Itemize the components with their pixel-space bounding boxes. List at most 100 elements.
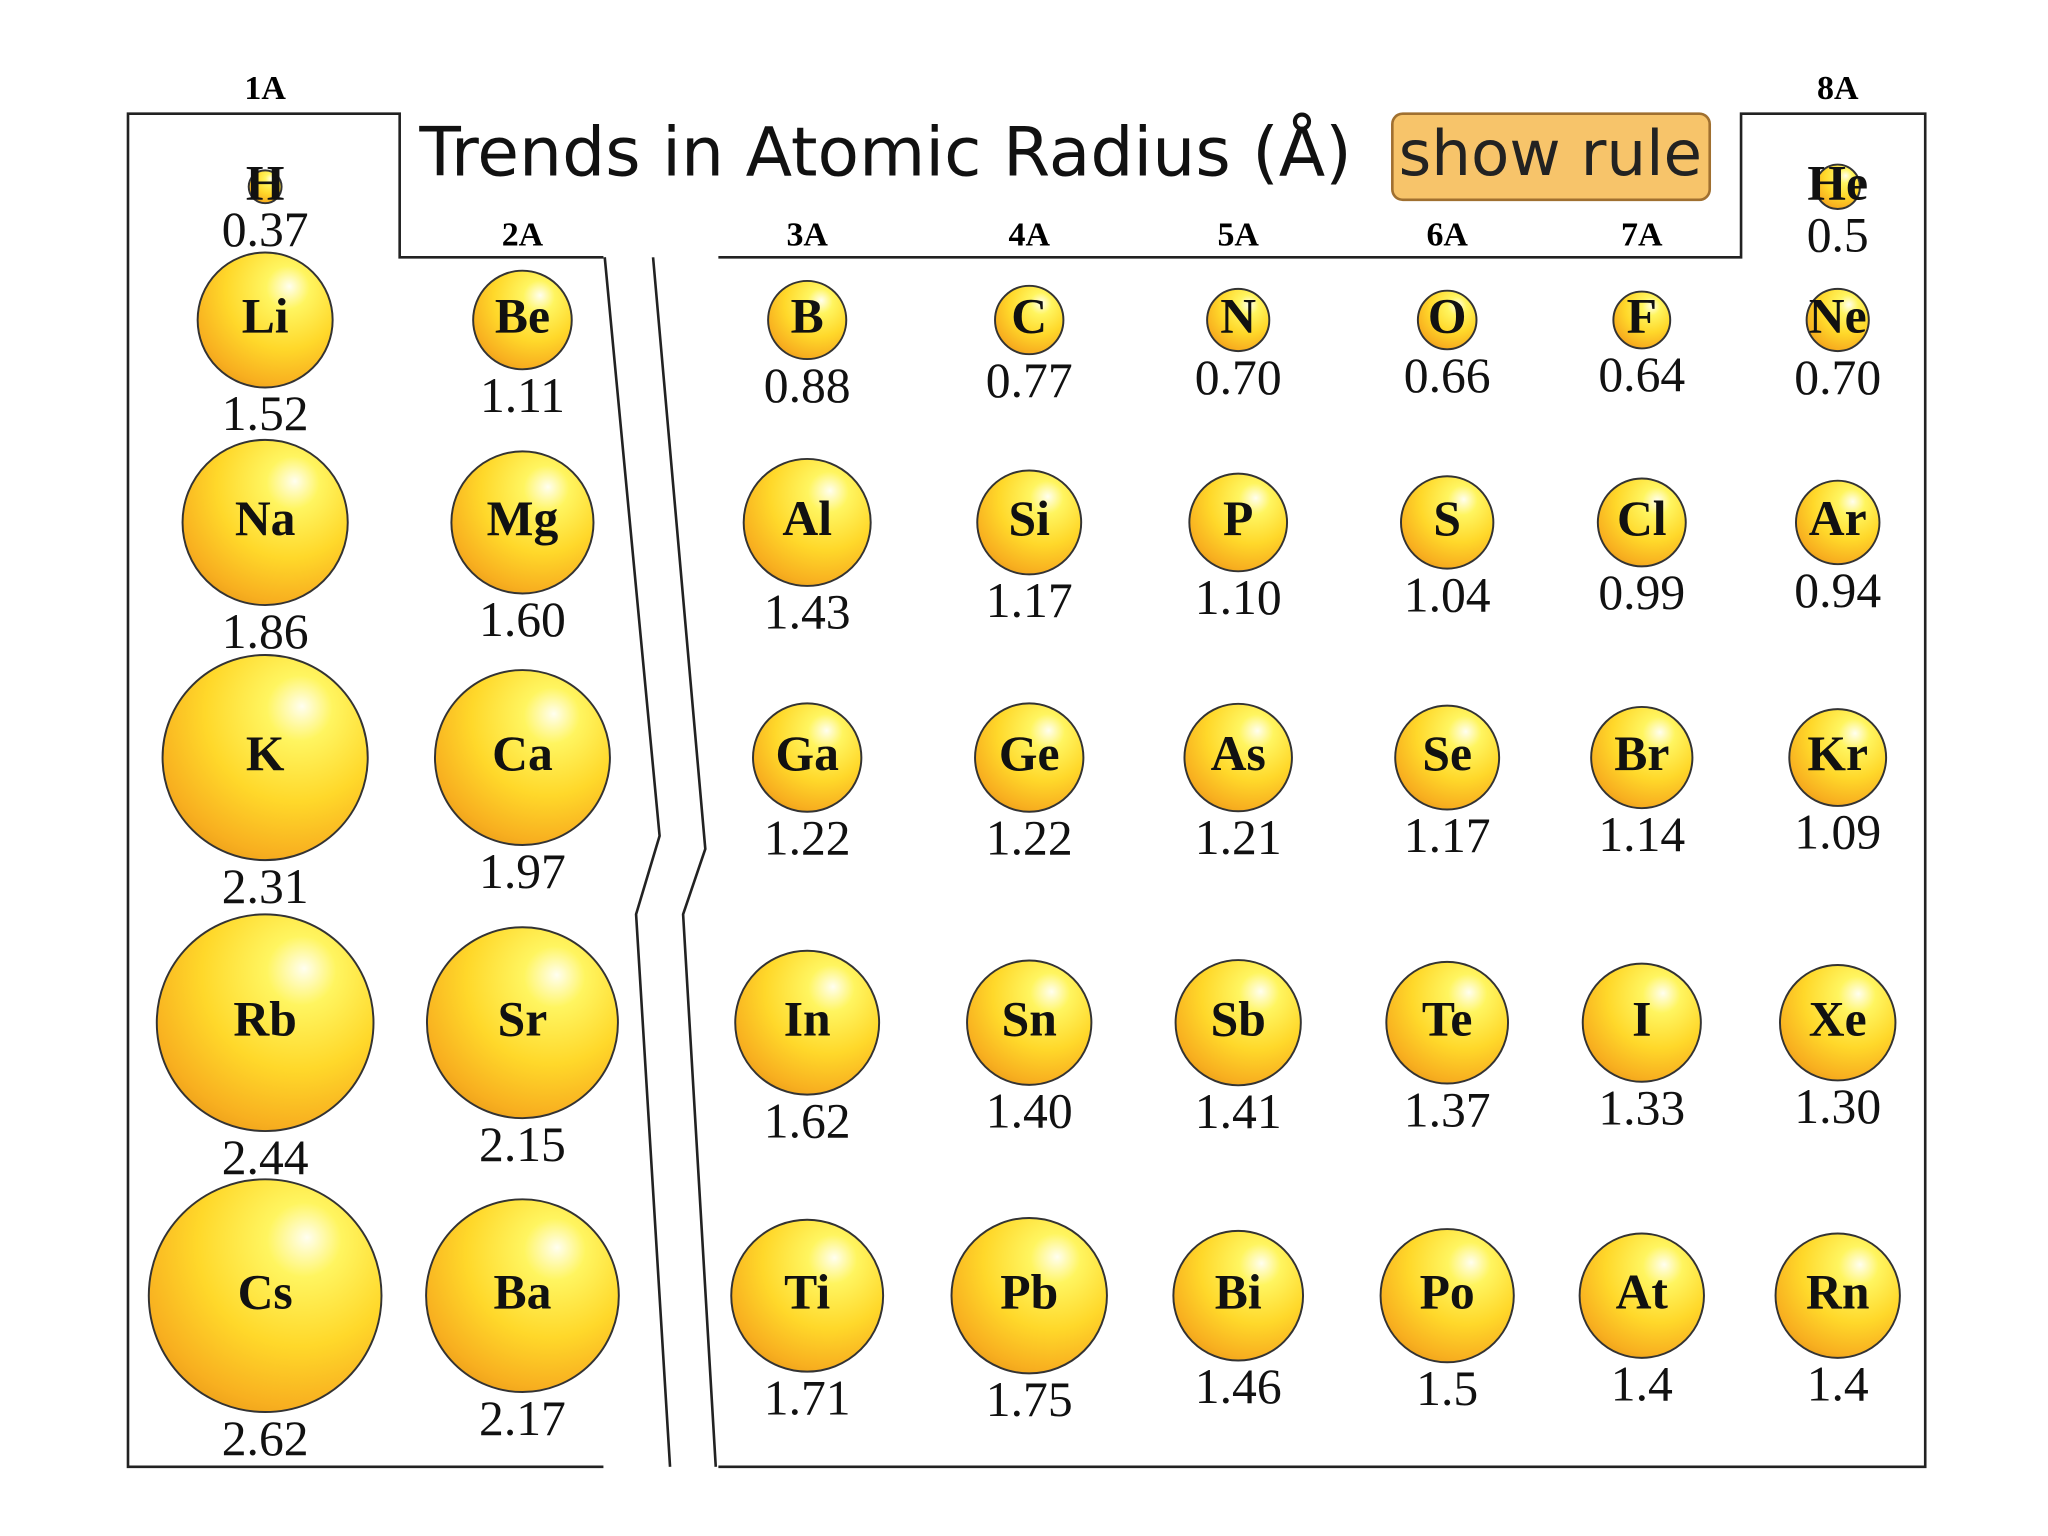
element-symbol: K (246, 726, 285, 781)
elements: 1A H0.37 Li 1.52 Na 1.86 K 2.31 Rb 2.44 Cs 2.62 2A Be… (147, 70, 1901, 1466)
atomic-radius: 1.09 (1794, 805, 1881, 860)
element-symbol: Pb (1000, 1264, 1058, 1319)
atom (247, 169, 283, 205)
atomic-radius: 1.5 (1416, 1361, 1478, 1416)
atom (1416, 289, 1478, 351)
atom (425, 1198, 620, 1394)
show-rule-button[interactable]: show rule (1391, 112, 1712, 202)
atom (742, 457, 872, 587)
atomic-radius: 1.22 (764, 810, 851, 865)
atomic-radius: 0.99 (1598, 565, 1685, 620)
atomic-radius: 1.97 (479, 844, 566, 899)
atom (472, 269, 573, 371)
element-symbol: Po (1420, 1264, 1475, 1319)
group-label: 5A (1217, 217, 1259, 254)
element-symbol: Bi (1215, 1264, 1262, 1319)
atom (1183, 702, 1293, 813)
button-label[interactable]: show rule (1399, 117, 1702, 190)
atomic-radius: 1.11 (480, 368, 565, 423)
atom (1206, 287, 1271, 353)
atom (1174, 959, 1302, 1087)
element-symbol: N (1220, 289, 1256, 344)
atom (425, 926, 619, 1120)
element-symbol: Ti (784, 1264, 830, 1319)
atom (155, 913, 375, 1133)
element-symbol: Xe (1809, 991, 1867, 1046)
atomic-radius: 0.77 (986, 353, 1073, 408)
group-label: 6A (1426, 217, 1468, 254)
element-symbol: Ca (492, 726, 553, 781)
atom (974, 702, 1085, 813)
element-symbol: Sn (1002, 991, 1057, 1046)
button-bg[interactable] (1391, 112, 1712, 202)
atom (1578, 1232, 1705, 1359)
atom (752, 702, 863, 813)
element-symbol: Be (495, 289, 550, 344)
atomic-radius: 2.62 (222, 1411, 309, 1466)
element-symbol: Se (1422, 726, 1472, 781)
atom (181, 438, 349, 607)
group-label: 8A (1817, 70, 1859, 107)
atomic-radius: 2.44 (222, 1130, 309, 1185)
atomic-radius: 0.70 (1794, 350, 1881, 405)
atom (1774, 1232, 1901, 1359)
element-symbol: Rb (233, 991, 296, 1046)
atomic-radius: 1.22 (986, 810, 1073, 865)
atom (950, 1216, 1108, 1375)
atom (734, 949, 881, 1096)
atom (1612, 290, 1672, 350)
atom (161, 653, 369, 862)
atomic-radius: 1.41 (1195, 1084, 1282, 1139)
atomic-radius: 1.60 (479, 592, 566, 647)
element-symbol: Ne (1809, 289, 1867, 344)
element-symbol: P (1223, 491, 1253, 546)
atomic-radius: 1.30 (1794, 1079, 1881, 1134)
element-symbol: Si (1009, 491, 1051, 546)
atomic-radius: 0.94 (1794, 563, 1881, 618)
atomic-radius: 0.70 (1195, 350, 1282, 405)
atom (1590, 705, 1694, 810)
element-symbol: Na (235, 491, 296, 546)
atomic-radius: 2.17 (479, 1391, 566, 1446)
atom (1788, 708, 1888, 807)
atom (196, 251, 334, 389)
atom (966, 959, 1093, 1086)
atom (1188, 472, 1289, 573)
atomic-radius: 1.46 (1195, 1359, 1282, 1414)
element-symbol: Li (242, 289, 289, 344)
title: Trends in Atomic Radius (Å) (418, 111, 1351, 192)
element-symbol: Ba (493, 1264, 551, 1319)
element-symbol: Te (1422, 991, 1473, 1046)
atomic-radius: 1.71 (764, 1370, 851, 1425)
element-symbol: Rn (1806, 1264, 1869, 1319)
element-symbol: In (784, 991, 831, 1046)
atomic-radius: 1.33 (1598, 1080, 1685, 1135)
element-symbol: Br (1614, 726, 1669, 781)
atom (976, 469, 1083, 576)
atomic-radius: 0.5 (1807, 208, 1869, 263)
atom (1379, 1228, 1515, 1364)
element-symbol: Al (782, 491, 832, 546)
element-symbol: Cl (1617, 491, 1667, 546)
atom (1385, 960, 1510, 1085)
atom (1394, 704, 1501, 811)
element-symbol: Ge (999, 726, 1060, 781)
atomic-radius: 1.10 (1195, 570, 1282, 625)
atomic-radius: 1.4 (1807, 1357, 1869, 1412)
atom (450, 450, 595, 595)
group-label: 7A (1621, 217, 1663, 254)
break-line (603, 257, 672, 1467)
element-symbol: Sr (498, 991, 548, 1046)
element-symbol: O (1428, 289, 1467, 344)
element-symbol: Ar (1809, 491, 1867, 546)
element-symbol: Cs (238, 1264, 293, 1319)
group-label: 4A (1008, 217, 1050, 254)
table-frame (126, 112, 1927, 1469)
atom (1596, 477, 1687, 568)
group-label: 2A (502, 217, 544, 254)
atom (1805, 287, 1870, 353)
atom (1814, 163, 1861, 210)
atomic-radius: 1.17 (1404, 808, 1491, 863)
atomic-radius: 1.4 (1611, 1357, 1673, 1412)
